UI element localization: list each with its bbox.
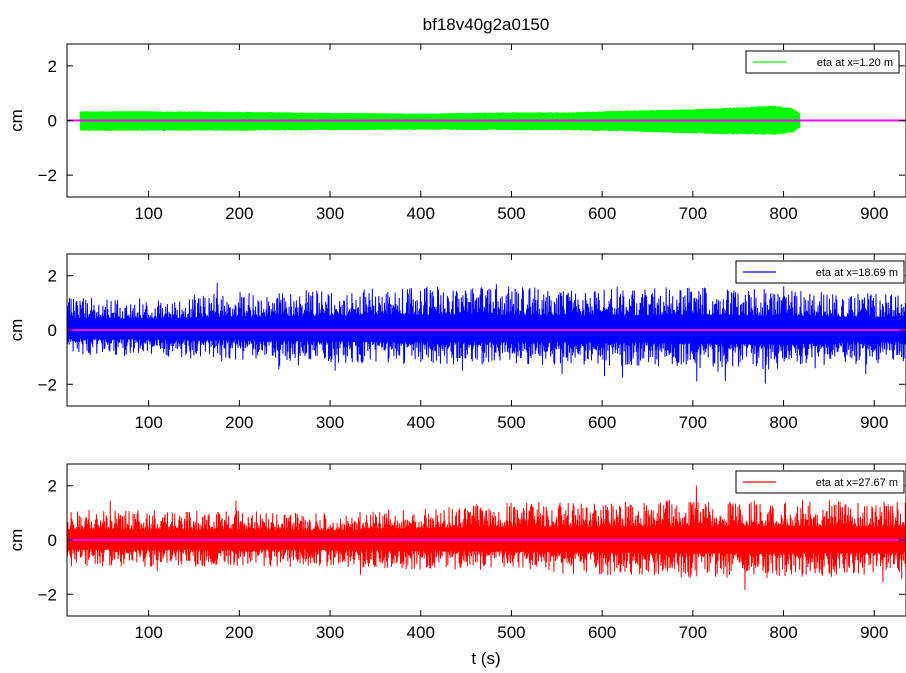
x-tick-label: 100: [134, 623, 162, 642]
legend-box: [735, 260, 905, 284]
x-tick-label: 200: [225, 623, 253, 642]
y-axis-title: cm: [7, 529, 26, 552]
y-tick-label: −2: [38, 375, 57, 394]
x-tick-label: 500: [497, 413, 525, 432]
series-line-1: [67, 485, 906, 590]
y-tick-label: 0: [48, 321, 57, 340]
y-tick-label: 0: [48, 531, 57, 550]
x-tick-label: 600: [588, 623, 616, 642]
x-axis-title: t (s): [471, 649, 500, 668]
figure-title: bf18v40g2a0150: [423, 15, 550, 34]
x-tick-label: 600: [588, 413, 616, 432]
x-tick-label: 700: [679, 204, 707, 223]
y-tick-label: 2: [48, 477, 57, 496]
subplot-3: 100 200 300 400 500 600 700 800 900 −2 0 2 cm eta at …: [7, 463, 906, 642]
x-tick-label: 300: [316, 623, 344, 642]
x-tick-label: 800: [769, 413, 797, 432]
x-tick-label: 500: [497, 623, 525, 642]
x-tick-label: 700: [679, 413, 707, 432]
x-tick-label: 100: [134, 204, 162, 223]
x-tick-label: 100: [134, 413, 162, 432]
legend-box: [735, 470, 905, 494]
x-tick-label: 500: [497, 204, 525, 223]
legend: eta at x=18.69 m: [735, 260, 905, 284]
series-line-1: [67, 282, 906, 384]
x-tick-label: 300: [316, 413, 344, 432]
y-tick-label: 2: [48, 267, 57, 286]
legend: eta at x=27.67 m: [735, 470, 905, 494]
x-tick-label: 400: [407, 204, 435, 223]
x-tick-label: 700: [679, 623, 707, 642]
y-tick-label: 0: [48, 112, 57, 131]
y-tick-label: −2: [38, 166, 57, 185]
x-tick-label: 300: [316, 204, 344, 223]
x-tick-label: 200: [225, 204, 253, 223]
subplot-1: 100 200 300 400 500 600 700 800 900 −2 0 2 cm eta at …: [7, 43, 906, 223]
legend-label: eta at x=18.69 m: [816, 267, 898, 279]
legend-box: [745, 50, 900, 74]
legend: eta at x=1.20 m: [745, 50, 900, 74]
y-tick-label: 2: [48, 57, 57, 76]
x-tick-label: 900: [860, 204, 888, 223]
x-tick-label: 400: [407, 623, 435, 642]
legend-label: eta at x=27.67 m: [816, 477, 898, 489]
y-axis-title: cm: [7, 319, 26, 342]
x-tick-label: 600: [588, 204, 616, 223]
x-tick-label: 200: [225, 413, 253, 432]
legend-label: eta at x=1.20 m: [817, 57, 893, 69]
series-line-1: [79, 105, 801, 135]
x-tick-label: 800: [769, 204, 797, 223]
x-tick-label: 400: [407, 413, 435, 432]
x-tick-label: 900: [860, 623, 888, 642]
subplot-2: 100 200 300 400 500 600 700 800 900 −2 0 2 cm eta at …: [7, 253, 906, 432]
y-axis-title: cm: [7, 109, 26, 132]
x-tick-label: 800: [769, 623, 797, 642]
y-tick-label: −2: [38, 585, 57, 604]
x-tick-label: 900: [860, 413, 888, 432]
